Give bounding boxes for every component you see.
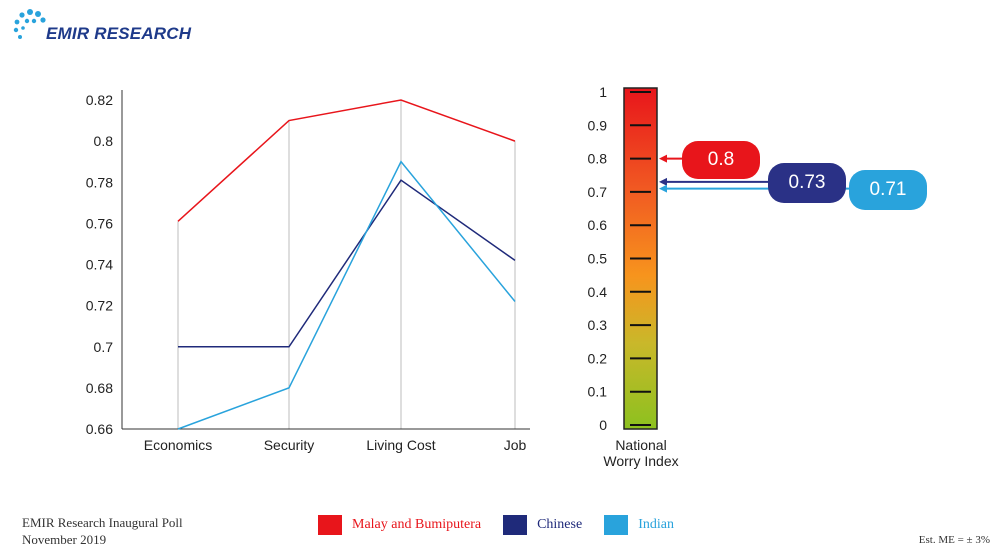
gauge-tick-label: 0.8	[588, 151, 608, 167]
gauge-tick-label: 0.1	[588, 384, 608, 400]
gauge-title-line-1: National	[615, 437, 666, 453]
y-tick-label: 0.76	[86, 215, 113, 231]
source-note: EMIR Research Inaugural Poll November 20…	[22, 514, 183, 548]
legend-swatch	[318, 515, 342, 535]
x-tick-label: Living Cost	[366, 437, 435, 453]
y-tick-label: 0.78	[86, 174, 113, 190]
source-line-2: November 2019	[22, 532, 107, 547]
marker-arrow-head	[659, 154, 667, 163]
gauge-tick-label: 1	[599, 84, 607, 100]
gauge-tick-label: 0.3	[588, 317, 608, 333]
series-line-chinese	[178, 179, 516, 348]
y-tick-label: 0.82	[86, 92, 113, 108]
y-tick-label: 0.74	[86, 257, 113, 273]
y-tick-label: 0.8	[94, 133, 114, 149]
brand-logo-icon	[10, 6, 50, 47]
legend-item-indian: Indian	[604, 515, 674, 535]
legend-item-chinese: Chinese	[503, 515, 582, 535]
gauge-tick-label: 0.5	[588, 251, 608, 267]
gauge-tick-label: 0.4	[588, 284, 608, 300]
marker-arrow-head	[659, 184, 667, 193]
chart-legend: Malay and Bumiputera Chinese Indian	[318, 515, 696, 535]
x-tick-label: Job	[504, 437, 527, 453]
marker-arrow-head	[659, 177, 667, 186]
series-line-malay-and-bumiputera	[177, 99, 516, 222]
legend-item-malay-and-bumiputera: Malay and Bumiputera	[318, 515, 481, 535]
gauge-tick-label: 0.7	[588, 184, 608, 200]
marker-bubble-chinese: 0.73	[768, 163, 846, 203]
legend-label: Chinese	[537, 517, 583, 532]
legend-label: Malay and Bumiputera	[352, 517, 482, 532]
brand-name: EMIR RESEARCH	[46, 24, 192, 43]
gauge-tick-label: 0	[599, 417, 607, 433]
source-line-1: EMIR Research Inaugural Poll	[22, 515, 183, 530]
gauge-title-line-2: Worry Index	[603, 453, 678, 469]
y-tick-label: 0.7	[94, 339, 114, 355]
legend-swatch	[503, 515, 528, 535]
gauge-tick-label: 0.2	[588, 350, 608, 366]
marker-bubble-malay-and-bumiputera: 0.8	[682, 141, 760, 179]
gauge-tick-label: 0.9	[588, 117, 608, 133]
y-tick-label: 0.68	[86, 380, 113, 396]
gauge-tick-label: 0.6	[588, 217, 608, 233]
y-tick-label: 0.66	[86, 421, 113, 437]
series-line-indian	[177, 160, 516, 430]
x-tick-label: Economics	[144, 437, 212, 453]
x-tick-label: Security	[264, 437, 315, 453]
marker-bubble-indian: 0.71	[849, 170, 927, 210]
y-tick-label: 0.72	[86, 298, 113, 314]
legend-label: Indian	[638, 517, 674, 532]
margin-of-error: Est. ME = ± 3%	[918, 534, 990, 546]
legend-swatch	[604, 515, 629, 535]
